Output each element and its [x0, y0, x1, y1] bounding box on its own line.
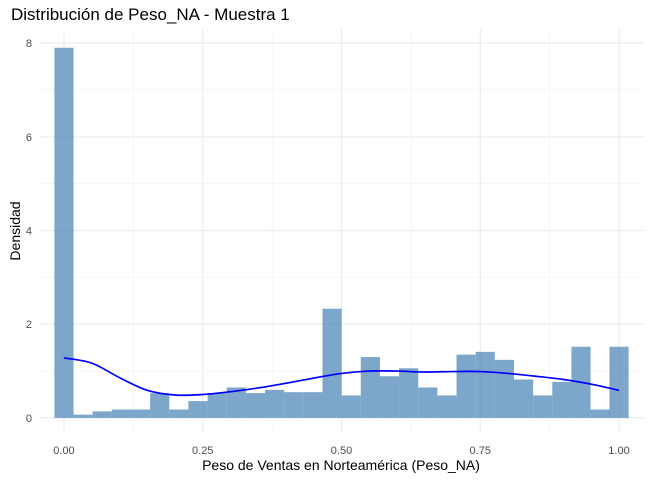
histogram-bar — [360, 357, 380, 418]
density-curve-group — [63, 357, 620, 397]
y-tick-label: 2 — [26, 319, 32, 331]
histogram-bar — [92, 411, 112, 418]
histogram-bar — [418, 387, 438, 418]
histogram-bar — [437, 395, 457, 418]
histogram-bar — [322, 308, 342, 418]
histogram-bar — [456, 354, 476, 418]
histogram-bar — [207, 393, 227, 418]
y-tick-label: 6 — [26, 132, 32, 144]
y-tick-label: 0 — [26, 413, 32, 425]
tick-labels: 0.00 0.25 0.50 0.75 1.00 0 2 4 6 8 — [26, 38, 630, 457]
histogram-bar — [130, 409, 151, 418]
y-tick-label: 8 — [26, 38, 32, 50]
x-axis-title: Peso de Ventas en Norteamérica (Peso_NA) — [202, 457, 480, 473]
histogram-bar — [111, 409, 131, 418]
histogram-bar — [475, 351, 495, 418]
histogram-bar — [303, 392, 323, 418]
histogram-bar — [513, 379, 534, 418]
histogram-bar — [169, 409, 189, 418]
density-curve — [63, 357, 620, 397]
histogram-bar — [188, 401, 208, 418]
x-tick-label: 0.25 — [192, 445, 213, 457]
x-tick-label: 1.00 — [608, 445, 629, 457]
y-tick-label: 4 — [26, 226, 32, 238]
histogram-bar — [379, 376, 400, 418]
histogram-bar — [284, 392, 304, 418]
histogram-bar — [73, 414, 93, 418]
histogram-bar — [265, 389, 285, 418]
x-tick-label: 0.75 — [470, 445, 491, 457]
histogram-bar — [590, 409, 610, 418]
chart-title: Distribución de Peso_NA - Muestra 1 — [11, 5, 290, 24]
histogram-bar — [54, 47, 74, 418]
x-tick-label: 0.00 — [53, 445, 74, 457]
histogram-bar — [150, 393, 170, 418]
histogram-bars — [54, 47, 629, 418]
histogram-bar — [226, 387, 246, 418]
histogram-bar — [609, 346, 629, 418]
x-tick-label: 0.50 — [331, 445, 352, 457]
histogram-bar — [245, 393, 266, 418]
histogram-bar — [494, 359, 514, 418]
histogram-bar — [533, 395, 553, 418]
histogram-bar — [552, 381, 572, 418]
histogram-bar — [341, 395, 361, 418]
histogram-bar — [399, 368, 419, 418]
y-axis-title: Densidad — [7, 201, 23, 260]
